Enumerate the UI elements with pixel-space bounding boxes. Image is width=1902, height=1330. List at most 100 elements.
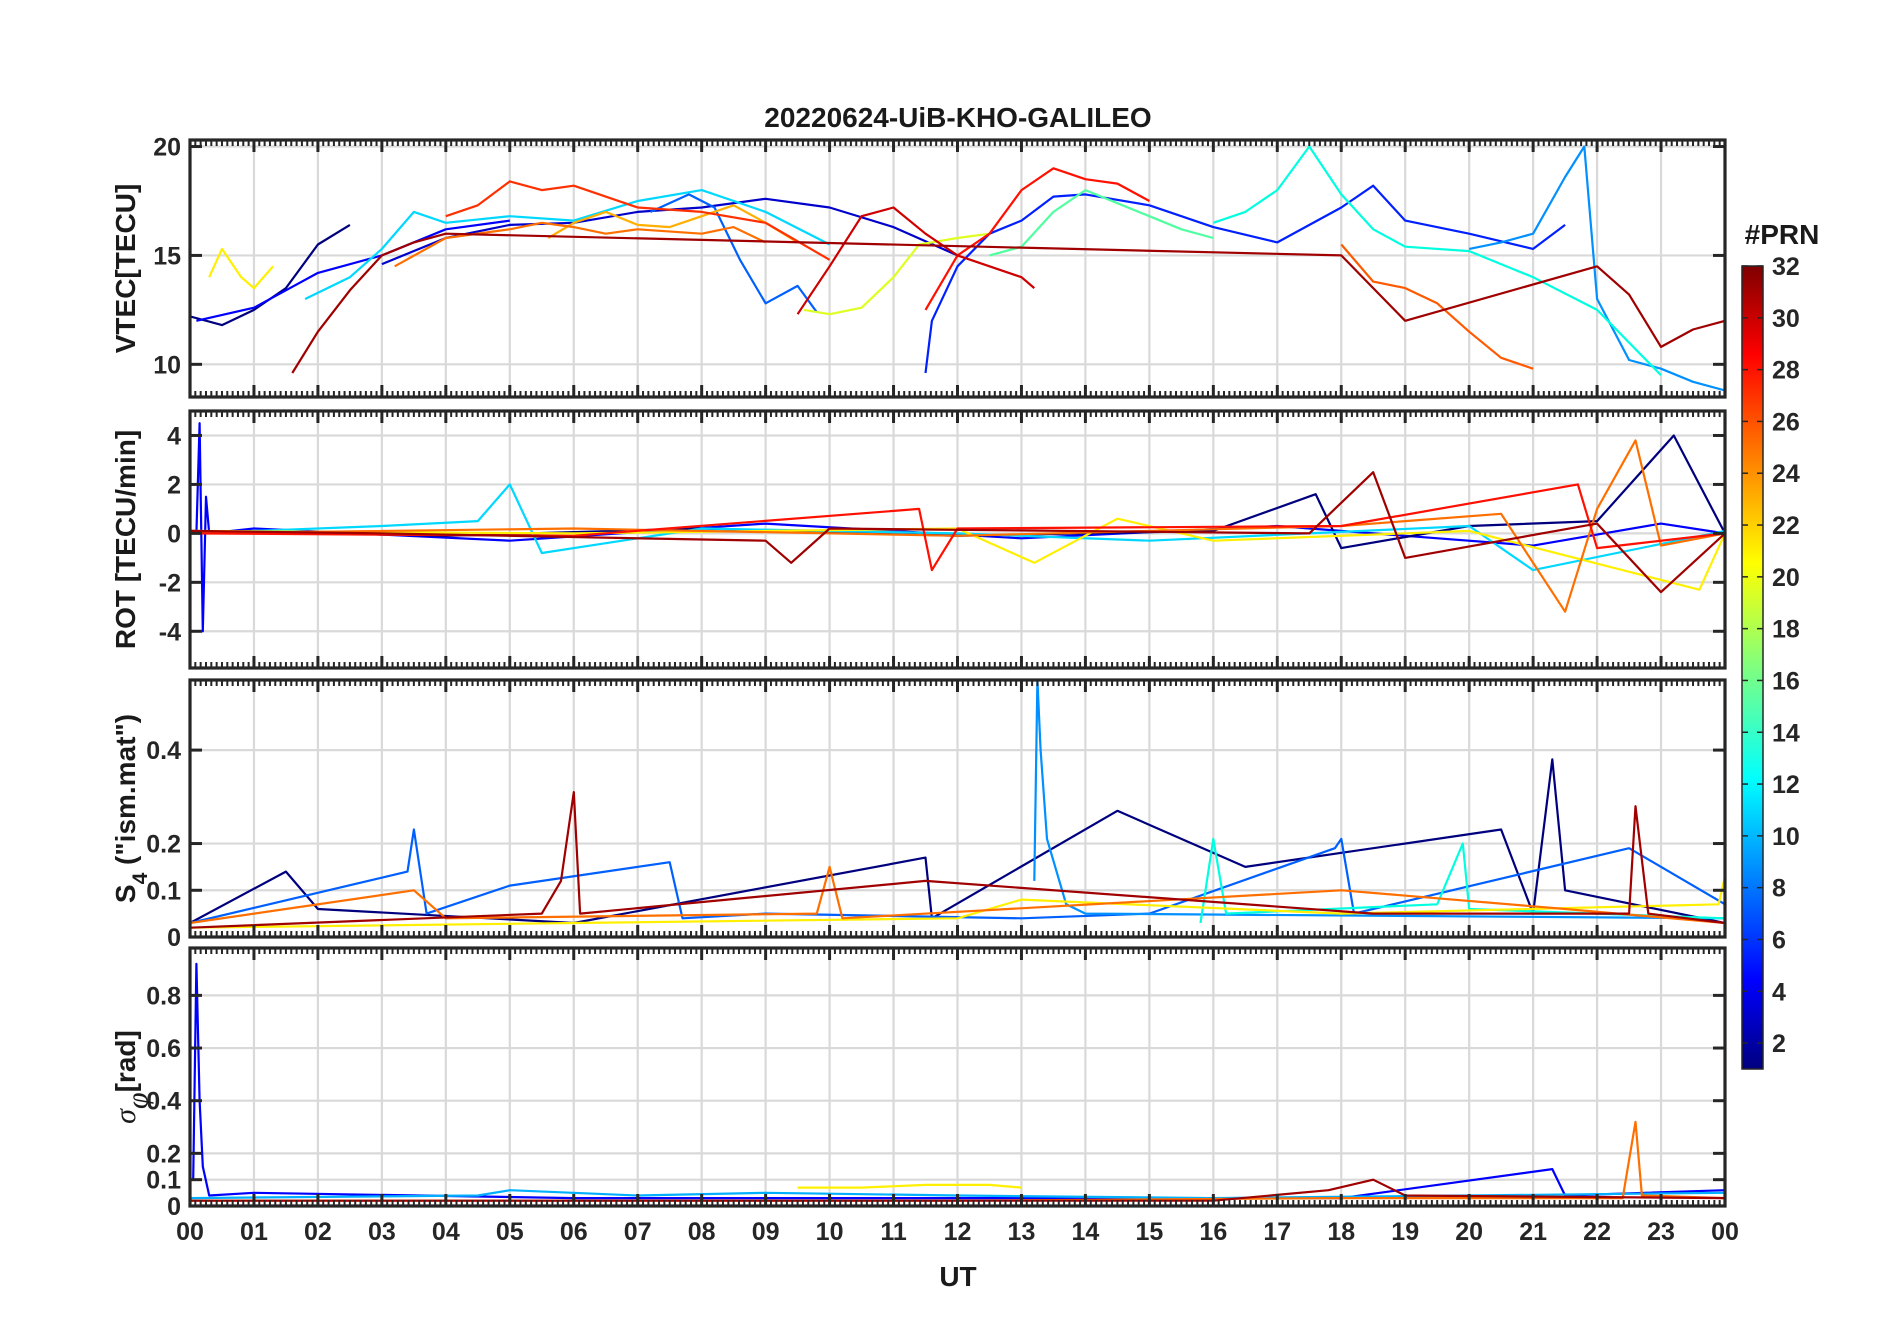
- colorbar-tick-label: 16: [1772, 667, 1800, 695]
- series-line-prn-28: [924, 167, 1150, 311]
- y-tick-label: 0.4: [146, 1088, 181, 1116]
- series-line-prn-28: [190, 483, 1725, 572]
- series-line-prn-20: [208, 247, 274, 290]
- figure-title: 20220624-UiB-KHO-GALILEO: [764, 102, 1151, 133]
- series-line-prn-9: [1033, 680, 1725, 920]
- colorbar-tick-label: 14: [1772, 719, 1800, 747]
- colorbar-gradient: [1741, 265, 1764, 1070]
- colorbar-tick-label: 26: [1772, 408, 1800, 436]
- x-axis-label: UT: [939, 1261, 976, 1292]
- series-line-prn-16: [989, 189, 1214, 257]
- x-tick-label: 22: [1583, 1218, 1611, 1246]
- axes-frame: [188, 138, 1727, 399]
- series-line-prn-22: [547, 204, 799, 244]
- x-tick-label: 16: [1199, 1218, 1227, 1246]
- x-tick-label: 20: [1455, 1218, 1483, 1246]
- series-line-prn-14: [1199, 837, 1725, 924]
- y-tick-label: 0: [167, 924, 181, 952]
- x-tick-label: 23: [1647, 1218, 1675, 1246]
- y-tick-label: 20: [153, 134, 181, 162]
- y-axis-label: σφ[rad]: [109, 1030, 154, 1124]
- panel-vtec: 10 15 20 VTEC[TECU]: [110, 134, 1727, 399]
- y-tick-label: 0.1: [146, 877, 181, 905]
- colorbar-tick-label: 6: [1772, 926, 1786, 954]
- colorbar-tick-label: 18: [1772, 616, 1800, 644]
- y-tick-label: 0.6: [146, 1035, 181, 1063]
- series-line-prn-2: [190, 434, 1725, 550]
- y-axis-label: VTEC[TECU]: [110, 184, 141, 354]
- x-tick-label: 08: [688, 1218, 716, 1246]
- series-group: [190, 145, 1725, 392]
- x-tick-label: 00: [176, 1218, 204, 1246]
- x-tick-label: 04: [432, 1218, 460, 1246]
- y-tick-label: 0.4: [146, 737, 181, 765]
- series-line-prn-31: [190, 790, 1725, 929]
- x-tick-label: 05: [496, 1218, 524, 1246]
- colorbar-tick-label: 30: [1772, 305, 1800, 333]
- x-tick-label: 14: [1072, 1218, 1100, 1246]
- series-line-prn-20: [797, 1183, 1022, 1189]
- x-tick-label: 13: [1008, 1218, 1036, 1246]
- x-tick-label: 12: [944, 1218, 972, 1246]
- colorbar-tick-label: 24: [1772, 460, 1800, 488]
- x-tick-label: 02: [304, 1218, 332, 1246]
- y-tick-label: 0.2: [146, 1140, 181, 1168]
- colorbar-tick-label: 4: [1772, 978, 1786, 1006]
- series-line-prn-2: [190, 758, 1725, 925]
- colorbar-tick-label: 32: [1772, 253, 1800, 281]
- y-tick-label: 2: [167, 471, 181, 499]
- x-tick-label: 09: [752, 1218, 780, 1246]
- series-group: [190, 422, 1725, 633]
- x-tick-label: 03: [368, 1218, 396, 1246]
- y-tick-label: 0: [167, 1193, 181, 1221]
- series-line-prn-25: [1340, 243, 1534, 370]
- series-line-prn-24: [190, 865, 1725, 925]
- y-tick-label: 0.8: [146, 982, 181, 1010]
- colorbar-tick-label: 2: [1772, 1030, 1786, 1058]
- panel-s4: 0 0.1 0.2 0.4S4 ("ism.mat"): [110, 678, 1727, 952]
- axes-frame: [188, 409, 1727, 670]
- panel-rot: -4 -2 0 2 4 ROT [TECU/min]: [110, 409, 1727, 670]
- series-line-prn-12: [304, 189, 831, 300]
- x-tick-label: 10: [816, 1218, 844, 1246]
- x-tick-label: 07: [624, 1218, 652, 1246]
- x-tick-label: 21: [1519, 1218, 1547, 1246]
- y-tick-label: 10: [153, 351, 181, 379]
- y-tick-label: 4: [167, 422, 181, 450]
- x-tick-label: 00: [1711, 1218, 1739, 1246]
- colorbar-tick-label: 12: [1772, 771, 1800, 799]
- colorbar-tick-label: 22: [1772, 512, 1800, 540]
- colorbar-tick-label: 10: [1772, 823, 1800, 851]
- y-tick-label: 0.2: [146, 831, 181, 859]
- x-tick-label: 18: [1327, 1218, 1355, 1246]
- series-line-prn-12: [190, 483, 1725, 572]
- series-line-prn-24: [190, 439, 1725, 613]
- x-tick-label: 01: [240, 1218, 268, 1246]
- x-tick-label: 17: [1263, 1218, 1291, 1246]
- series-line-prn-9: [1468, 145, 1725, 392]
- series-line-prn-10: [190, 1189, 1725, 1200]
- y-tick-label: 15: [153, 242, 181, 270]
- series-group: [190, 680, 1725, 929]
- series-line-prn-14: [1212, 145, 1662, 376]
- x-tick-label: 06: [560, 1218, 588, 1246]
- series-line-prn-8: [650, 193, 818, 313]
- y-axis-label: S4 ("ism.mat"): [110, 714, 152, 903]
- y-tick-label: 0: [167, 520, 181, 548]
- series-line-prn-4: [195, 422, 1725, 633]
- x-tick-label: 11: [880, 1218, 907, 1246]
- series-line-prn-31: [291, 232, 1725, 374]
- y-tick-label: 0.1: [146, 1167, 181, 1195]
- series-line-prn-30: [796, 206, 1036, 315]
- y-tick-label: -2: [159, 569, 181, 597]
- series-line-prn-5: [924, 184, 1566, 374]
- series-line-prn-4: [192, 962, 1725, 1200]
- series-line-prn-31: [190, 471, 1725, 594]
- axes-frame: [188, 678, 1727, 939]
- x-tick-label: 15: [1135, 1218, 1163, 1246]
- panel-sigma-phi: 00.10.2 0.4 0.6 0.8 σφ[rad]: [109, 946, 1727, 1221]
